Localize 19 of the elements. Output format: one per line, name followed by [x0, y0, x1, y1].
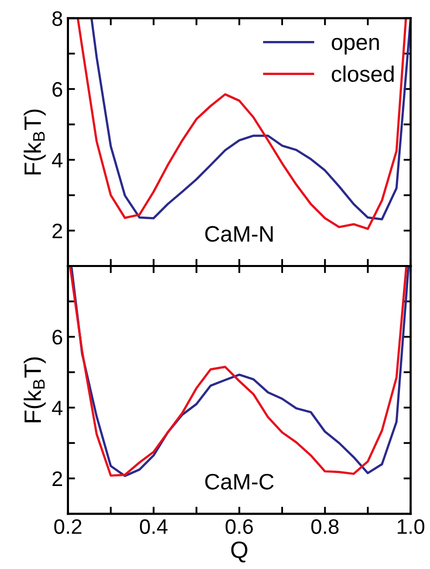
annotation: CaM-C — [205, 474, 274, 490]
y-axis-title: F(k$_{B}$T) — [24, 357, 46, 422]
y-tick-label: 4 — [52, 400, 62, 416]
annotation: CaM-N — [205, 226, 273, 242]
y-axis-title: F(k$_{B}$T) — [24, 110, 46, 174]
y-tick-label: 4 — [52, 153, 62, 168]
y-tick-label: 2 — [52, 224, 62, 238]
x-tick-label: 0.8 — [311, 519, 339, 534]
y-tick-label: 8 — [52, 11, 62, 26]
legend-label: open — [332, 38, 379, 54]
y-tick-label: 2 — [52, 471, 62, 486]
x-tick-label: 0.6 — [226, 519, 253, 534]
y-tick-label: 6 — [52, 82, 62, 97]
x-tick-label: 1.0 — [398, 519, 424, 534]
x-tick-label: 0.4 — [140, 519, 168, 534]
x-tick-label: 0.2 — [54, 519, 82, 534]
x-axis-title: Q — [231, 541, 248, 562]
legend-label: closed — [332, 66, 394, 82]
y-tick-label: 6 — [52, 330, 62, 345]
